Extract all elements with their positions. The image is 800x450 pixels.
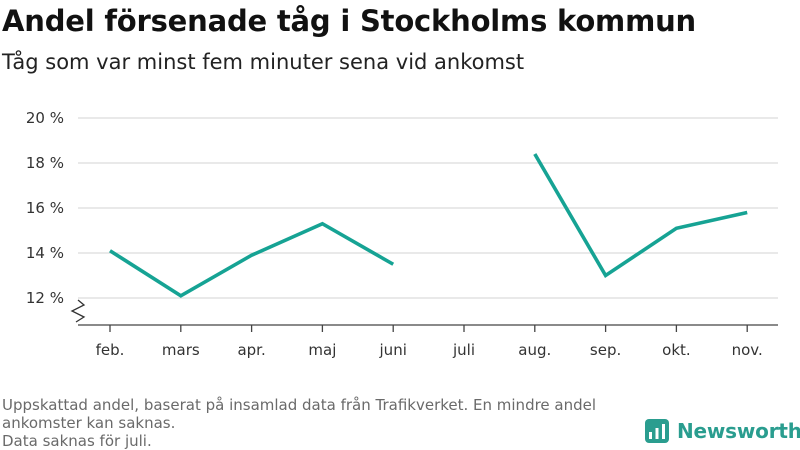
x-axis: feb. mars apr. maj juni juli aug. sep. okt. nov. bbox=[78, 324, 778, 359]
x-tick-label: okt. bbox=[662, 341, 691, 359]
series-line-segment bbox=[109, 221, 395, 298]
y-tick-label: 18 % bbox=[26, 154, 64, 172]
y-tick-label: 16 % bbox=[26, 199, 64, 217]
x-tick-label: apr. bbox=[237, 341, 265, 359]
x-tick-label: sep. bbox=[590, 341, 621, 359]
gridlines bbox=[78, 117, 778, 299]
series-layer bbox=[109, 153, 748, 298]
brand-logo: Newsworthy bbox=[645, 419, 800, 443]
footnote-line-1: Uppskattad andel, baserat på insamlad da… bbox=[2, 396, 597, 432]
y-tick-label: 20 % bbox=[26, 109, 64, 127]
y-tick-label: 12 % bbox=[26, 289, 64, 307]
x-tick-label: maj bbox=[308, 341, 336, 359]
x-tick-label: aug. bbox=[518, 341, 551, 359]
y-tick-label: 14 % bbox=[26, 244, 64, 262]
chart-subtitle: Tåg som var minst fem minuter sena vid a… bbox=[2, 50, 525, 74]
y-axis: 12 % 14 % 16 % 18 % 20 % bbox=[26, 109, 86, 323]
footnote-line-2: Data saknas för juli. bbox=[2, 432, 152, 450]
footnote: Uppskattad andel, baserat på insamlad da… bbox=[2, 396, 642, 450]
brand-name: Newsworthy bbox=[677, 419, 800, 443]
x-tick-label: juni bbox=[379, 341, 407, 359]
x-tick-label: mars bbox=[162, 341, 200, 359]
series-line-segment bbox=[533, 153, 748, 279]
x-tick-label: juli bbox=[452, 341, 475, 359]
bar-chart-logo-icon bbox=[645, 419, 669, 443]
axis-break-icon bbox=[70, 299, 86, 323]
x-tick-label: feb. bbox=[96, 341, 125, 359]
x-tick-label: nov. bbox=[732, 341, 763, 359]
chart-title: Andel försenade tåg i Stockholms kommun bbox=[2, 4, 696, 38]
